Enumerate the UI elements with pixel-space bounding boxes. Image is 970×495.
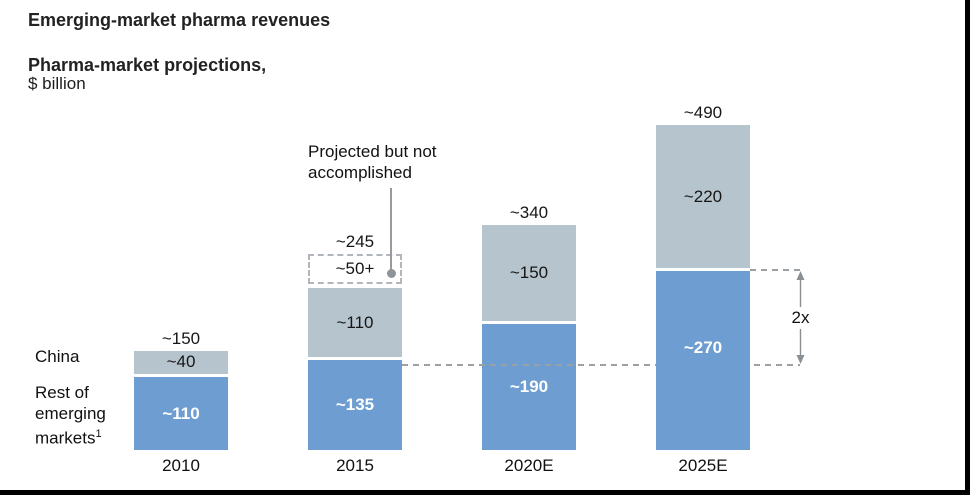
chart-unit-label: $ billion [28,74,86,93]
segment-value-label-2010-china: ~40 [166,352,196,372]
bar-total-label-2020E: ~340 [509,202,549,222]
callout-connector-dot [387,269,396,278]
chart-kicker: Emerging-market pharma revenues [28,10,331,30]
footnote-marker: 1 [95,428,102,440]
legend-rest-of-emerging-markets-label: Rest of emerging markets1 [35,382,106,449]
bar-segment-2025E-china: ~220 [656,125,750,271]
frame-border-right [965,0,970,495]
segment-value-label-2025E-china: ~220 [683,186,723,206]
bar-total-label-2010: ~150 [161,328,201,348]
bar-segment-2015-rest: ~135 [308,360,402,450]
legend-rest-line-1: Rest of [35,383,89,402]
legend-china-label: China [35,347,80,366]
segment-value-label-2020E-rest: ~190 [509,377,549,396]
callout-connector-line [390,188,392,271]
callout-line-1: Projected but not [308,142,437,161]
callout-line-2: accomplished [308,163,412,182]
legend-rest-line-2: emerging [35,404,106,423]
axis-label-2020E: 2020E [504,456,554,475]
bar-segment-2010-rest: ~110 [134,377,228,450]
bar-segment-2015-projected: ~50+ [308,254,402,284]
bar-segment-2015-china: ~110 [308,287,402,361]
axis-label-2010: 2010 [162,456,200,475]
dashed-reference-line-2025-level [750,269,800,271]
segment-value-label-2015-rest: ~135 [335,395,375,415]
legend-rest-line-3: markets1 [35,428,102,448]
bar-total-label-2015: ~245 [335,232,375,252]
frame-border-bottom [0,490,970,495]
dashed-reference-line-2015-level [402,364,800,366]
segment-value-label-2025E-rest: ~270 [683,338,723,358]
bar-segment-2020E-rest: ~190 [482,324,576,450]
axis-label-2025E: 2025E [678,456,728,475]
segment-value-label-2015-china: ~110 [336,312,374,332]
axis-label-2015: 2015 [336,456,374,475]
bar-segment-2020E-china: ~150 [482,224,576,325]
callout-projected-not-accomplished: Projected but not accomplished [308,141,437,183]
multiplier-label: 2x [783,307,818,329]
segment-value-label-2010-rest: ~110 [162,403,200,423]
bar-segment-2010-china: ~40 [134,350,228,378]
segment-value-label-2015-projected: ~50+ [335,258,375,278]
chart-title: Pharma-market projections, [28,55,267,75]
segment-value-label-2020E-china: ~150 [509,262,549,282]
bar-segment-2025E-rest: ~270 [656,270,750,450]
bar-total-label-2025E: ~490 [683,103,723,123]
